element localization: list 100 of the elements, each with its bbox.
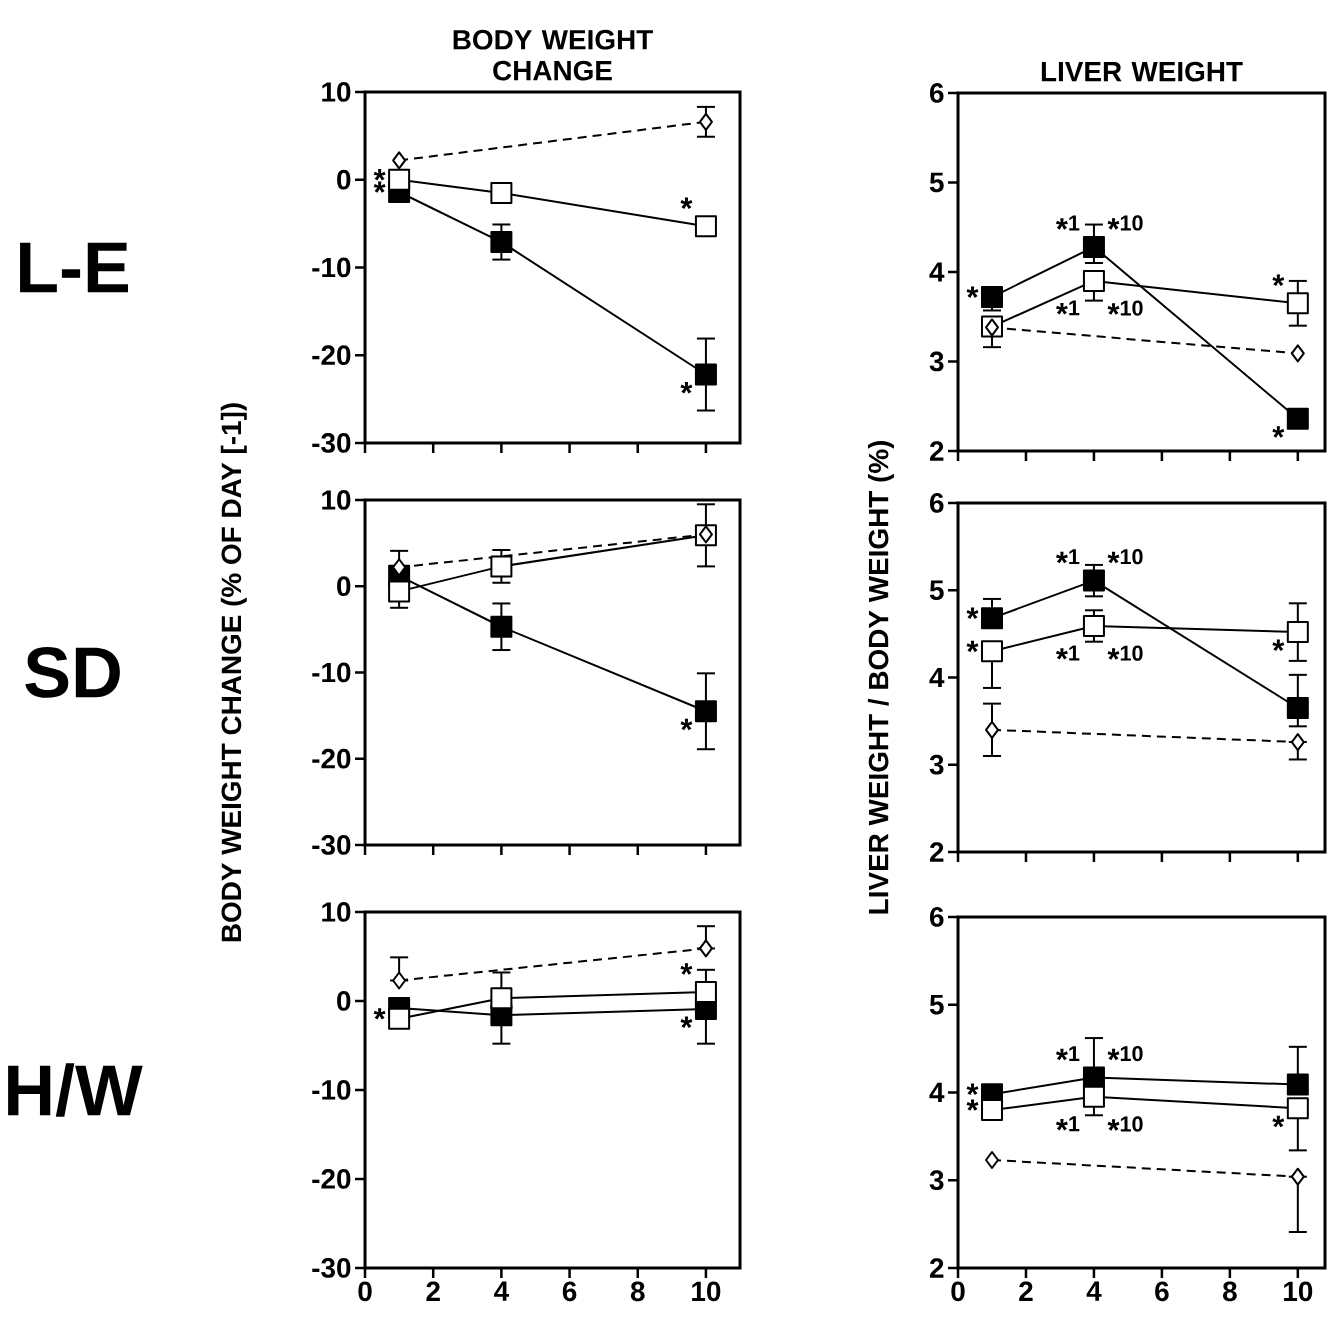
y-tick-label: 3 [929,1170,944,1191]
annotation: * [1272,274,1285,287]
y-tick-label: 2 [929,842,944,862]
point [392,971,407,990]
point [694,981,717,1004]
x-tick-label: 8 [1223,1281,1237,1302]
point [1082,235,1105,258]
annotation: * [966,286,979,298]
y-tick-label: -20 [312,345,351,366]
annotation: * [966,640,979,653]
x-tick-label: 4 [1086,1281,1102,1301]
y-tick-label: -10 [312,1080,351,1100]
y-tick-label: 6 [930,493,944,513]
y-tick-label: 10 [322,490,351,510]
annotation: *$^{1}$ [1055,1116,1080,1132]
point [985,720,999,739]
x-tick-label: 0 [951,1281,965,1302]
y-tick-label: 4 [929,667,945,688]
point [392,151,407,170]
y-tick-label: -10 [312,257,351,278]
annotation: * [966,607,979,620]
annotation: * [1272,426,1285,438]
x-tick-label: 6 [1155,1281,1169,1302]
point [388,1007,411,1030]
annotation: * [373,1008,386,1020]
text: H/W [8,1063,143,1117]
y-tick-label: 4 [929,262,945,282]
point [694,700,717,723]
point [388,580,411,603]
annotation: * [680,197,693,209]
point [388,168,411,191]
annotation: *$^{10}$ [1107,300,1143,316]
y-tick-label: 4 [929,1082,945,1103]
point [1290,344,1305,363]
y-tick-label: -30 [312,835,351,855]
x-tick-label: 4 [494,1281,509,1301]
annotation: *$^{10}$ [1107,549,1143,565]
annotation: * [680,963,693,975]
annotation: * [373,181,386,193]
point [694,363,717,386]
x-tick-label: 0 [358,1281,372,1302]
point [1286,697,1309,720]
text: L-E [20,242,129,293]
annotation: *$^{1}$ [1055,300,1080,316]
annotation: *$^{1}$ [1055,215,1080,231]
point [1290,1167,1305,1186]
point [1082,1085,1105,1108]
point [985,1151,999,1170]
y-tick-label: -20 [312,1169,351,1189]
point [1082,615,1105,637]
y-tick-label: 5 [929,995,944,1015]
text: SD [25,647,120,698]
point [981,607,1003,630]
y-tick-label: 2 [929,441,944,461]
annotation: * [966,1099,979,1111]
point [1290,733,1305,752]
point [1082,569,1105,592]
annotation: *$^{10}$ [1107,1045,1143,1062]
y-tick-label: 6 [930,907,944,927]
y-tick-label: 10 [322,82,351,102]
annotation: * [1272,639,1285,652]
y-tick-label: -20 [312,748,351,769]
y-tick-label: 6 [930,83,944,103]
y-tick-label: 5 [929,172,944,193]
point [490,181,513,204]
point [694,215,717,238]
point [490,231,513,254]
point [981,1099,1003,1122]
x-tick-label: 10 [692,1281,721,1302]
annotation: *$^{10}$ [1107,1116,1143,1132]
y-tick-label: 2 [929,1258,944,1278]
x-tick-label: 2 [426,1281,440,1301]
annotation: *$^{1}$ [1055,549,1080,565]
annotation: * [680,382,693,394]
annotation: *$^{10}$ [1107,645,1143,661]
y-tick-label: 0 [337,576,351,597]
point [698,939,713,958]
point [490,615,513,638]
x-tick-label: 2 [1019,1281,1033,1301]
annotation: *$^{10}$ [1107,215,1143,231]
y-tick-label: 3 [929,754,944,775]
annotation: *$^{1}$ [1055,645,1080,661]
annotation: * [1272,1115,1285,1128]
point [1286,1073,1309,1096]
y-tick-label: 0 [337,991,351,1011]
annotation: * [680,1016,693,1028]
point [981,640,1003,663]
point [1082,1066,1105,1089]
point [698,112,713,131]
point [1286,292,1309,315]
annotation: * [966,1083,979,1096]
point [1082,269,1105,292]
y-tick-label: 3 [929,351,944,372]
y-axis-title: BODY WEIGHT CHANGE (% OF DAY [-1]) [220,403,247,942]
y-tick-label: -10 [312,662,351,683]
point [490,987,513,1010]
annotation: *$^{1}$ [1055,1046,1080,1062]
x-tick-label: 6 [562,1281,577,1302]
annotation: * [680,718,693,731]
x-tick-label: 8 [630,1281,645,1302]
